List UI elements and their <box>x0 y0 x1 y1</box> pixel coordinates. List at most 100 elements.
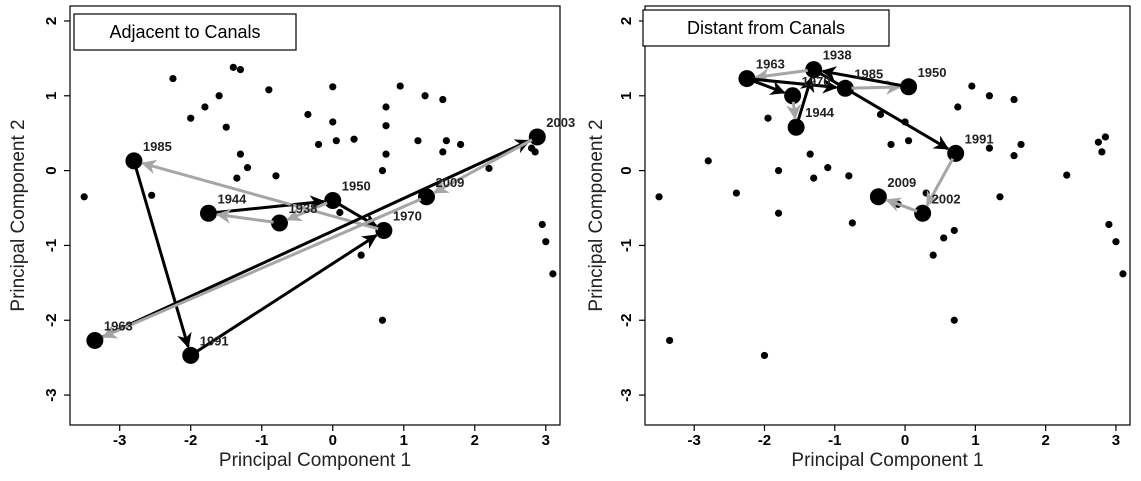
y-tick-label: 1 <box>618 92 635 100</box>
background-point <box>336 208 344 217</box>
panel-title: Distant from Canals <box>687 18 845 38</box>
x-axis-label: Principal Component 1 <box>219 450 411 471</box>
background-point <box>1094 138 1102 146</box>
year-label-1991: 1991 <box>965 131 994 146</box>
background-point <box>396 82 404 90</box>
panel-distant-from-canals: -3 -2 -1 0 1 2 3 -3 -2 -1 0 1 2 Principal Component 1… <box>586 5 1131 471</box>
y-tick-label: -1 <box>43 239 60 252</box>
y-tick-label: 0 <box>618 166 635 174</box>
background-point <box>1112 238 1120 246</box>
x-tick-label: 1 <box>971 432 979 449</box>
background-point <box>876 110 885 119</box>
y-tick-label: -1 <box>618 239 635 252</box>
y-tick-label: 0 <box>43 166 60 174</box>
background-point <box>456 140 465 149</box>
trajectory-arrow-1985-1991 <box>134 166 192 349</box>
year-point-1985 <box>125 152 143 170</box>
year-point-1970 <box>784 87 802 105</box>
background-point <box>968 82 976 90</box>
year-point-1938 <box>270 214 288 232</box>
y-tick-label: 1 <box>43 92 60 100</box>
title-box <box>642 9 890 47</box>
background-point <box>985 92 994 100</box>
trajectory-arrow-1938-1991 <box>818 71 950 151</box>
background-point <box>382 103 390 111</box>
trajectory-arrow-1970-1985 <box>141 159 379 231</box>
background-point <box>527 144 536 152</box>
background-point <box>229 63 237 71</box>
background-point <box>1105 220 1113 229</box>
year-label-1963: 1963 <box>756 57 785 72</box>
plot-area <box>69 5 561 426</box>
trajectory-arrow-1963-2003 <box>99 139 531 340</box>
year-label-2009: 2009 <box>435 175 464 190</box>
x-tick-label: -3 <box>688 432 701 449</box>
background-point <box>421 92 429 100</box>
background-point <box>764 114 772 122</box>
background-point <box>187 114 195 122</box>
trajectory-arrow-1938-1963 <box>754 68 808 84</box>
trajectory-arrow-1950-1938 <box>821 66 903 88</box>
background-point <box>439 95 447 104</box>
year-point-2002 <box>914 204 932 222</box>
year-label-2009: 2009 <box>887 175 916 190</box>
background-point <box>848 219 856 227</box>
background-point <box>304 110 312 119</box>
background-point <box>704 157 712 165</box>
year-label-1985: 1985 <box>854 66 883 81</box>
year-point-2009 <box>417 188 435 206</box>
year-label-1944: 1944 <box>217 191 247 206</box>
x-tick-label: 1 <box>400 432 408 449</box>
background-point <box>329 118 337 126</box>
x-tick-label: -1 <box>255 432 268 449</box>
x-tick-label: -2 <box>758 432 771 449</box>
background-point <box>350 135 358 143</box>
background-point <box>272 172 280 180</box>
background-point <box>950 316 958 324</box>
x-tick-label: 0 <box>329 432 337 449</box>
background-point <box>243 164 252 172</box>
year-point-1970 <box>375 221 393 239</box>
background-point <box>382 122 390 130</box>
background-point <box>996 193 1004 201</box>
year-point-1944 <box>787 118 805 136</box>
background-point <box>810 174 818 182</box>
year-label-1970: 1970 <box>393 208 422 223</box>
trajectory-arrow-2003-2009 <box>433 138 533 194</box>
year-label-1938: 1938 <box>823 48 852 63</box>
background-point <box>222 123 230 131</box>
background-point <box>80 193 88 201</box>
background-point <box>904 137 913 145</box>
background-point <box>950 226 958 235</box>
year-point-1991 <box>182 346 200 364</box>
year-label-1950: 1950 <box>918 65 947 80</box>
background-point <box>265 86 273 94</box>
background-point <box>538 220 546 229</box>
background-point <box>542 238 550 246</box>
trajectory-arrow-1991-1970 <box>194 234 378 354</box>
background-point <box>887 140 895 149</box>
background-point <box>414 137 422 145</box>
y-tick-label: -3 <box>618 388 635 401</box>
background-point <box>549 270 557 278</box>
background-point <box>357 251 365 259</box>
year-point-1944 <box>199 204 217 222</box>
y-tick-label: -3 <box>43 388 60 401</box>
year-point-1991 <box>947 144 965 162</box>
year-label-1944: 1944 <box>805 105 835 120</box>
background-point <box>954 103 962 111</box>
year-label-2003: 2003 <box>546 115 575 130</box>
year-label-1985: 1985 <box>143 139 172 154</box>
background-point <box>1063 171 1071 179</box>
x-tick-label: -3 <box>113 432 126 449</box>
y-axis-label: Principal Component 2 <box>8 119 29 311</box>
year-label-1963: 1963 <box>104 318 133 333</box>
background-point <box>774 209 783 217</box>
trajectory-arrow-2009-1963 <box>101 197 422 339</box>
background-point <box>940 234 948 242</box>
trajectory-arrow-1938-1944 <box>215 208 274 224</box>
background-point <box>655 193 663 201</box>
background-point <box>985 144 994 152</box>
